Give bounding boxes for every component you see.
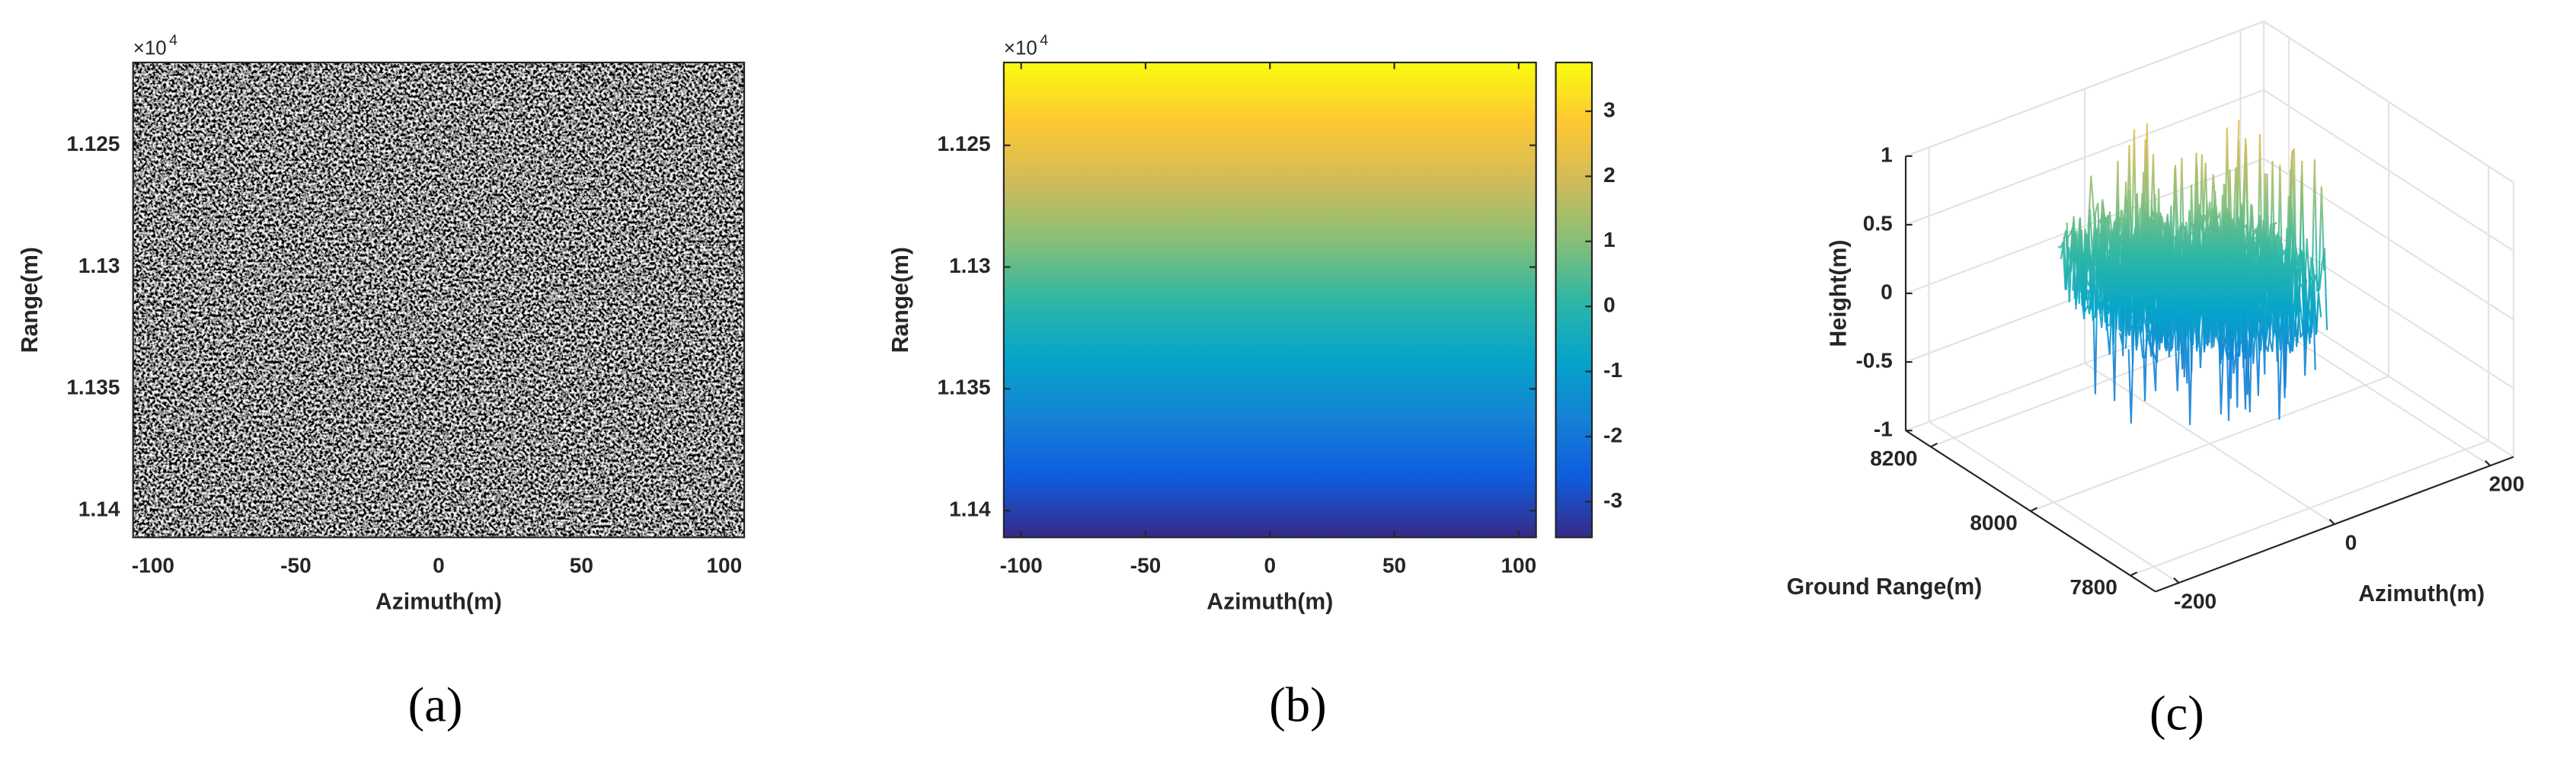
x-tick-label: -100 xyxy=(132,554,174,578)
x-tick-label: 50 xyxy=(1382,554,1406,578)
x-tick-label: 7800 xyxy=(2069,575,2117,599)
y-tick-label: 0 xyxy=(2345,530,2357,554)
colorbar-tick-label: 1 xyxy=(1603,228,1616,251)
x-tick xyxy=(2030,507,2038,512)
surface xyxy=(2057,120,2328,425)
y-tick xyxy=(2173,577,2180,584)
x-tick-label: -50 xyxy=(280,554,311,578)
y-tick-label: -200 xyxy=(2174,589,2216,613)
y-multiplier: ×10 xyxy=(1004,38,1037,59)
x-axis-label: Ground Range(m) xyxy=(1787,574,1983,600)
y-tick-label: 1.13 xyxy=(949,254,991,277)
y-axis-label: Range(m) xyxy=(18,247,43,353)
z-tick-label: -1 xyxy=(1874,418,1893,441)
z-tick-label: 0.5 xyxy=(1863,211,1893,235)
colorbar-tick-label: 0 xyxy=(1603,293,1616,317)
z-axis-label: Height(m) xyxy=(1827,240,1852,347)
x-tick-label: 8000 xyxy=(1970,510,2017,534)
y-axis-label: Azimuth(m) xyxy=(2358,581,2485,606)
x-tick-label: 0 xyxy=(1264,554,1276,578)
x-tick-label: -50 xyxy=(1130,554,1162,578)
y-tick-label: 1.14 xyxy=(78,498,120,521)
z-tick-label: 1 xyxy=(1881,142,1893,166)
z-tick-label: 0 xyxy=(1881,280,1893,303)
x-tick-label: 0 xyxy=(433,554,445,578)
caption: (b) xyxy=(1269,677,1326,732)
y-multiplier: ×10 xyxy=(133,38,167,59)
y-tick xyxy=(2485,459,2491,466)
colorbar-tick-label: 2 xyxy=(1603,163,1616,187)
y-tick-label: 1.14 xyxy=(949,498,991,521)
y-tick-label: 1.125 xyxy=(66,132,120,155)
speckle-image xyxy=(133,62,745,538)
y-multiplier-exponent: 4 xyxy=(169,32,177,49)
colorbar-tick-label: -2 xyxy=(1603,423,1622,446)
x-axis-label: Azimuth(m) xyxy=(376,590,502,615)
x-tick-label: 8200 xyxy=(1870,446,1917,470)
y-tick xyxy=(2328,518,2335,525)
x-tick xyxy=(1930,443,1938,448)
x-tick-label: 100 xyxy=(1501,554,1536,578)
colorbar xyxy=(1555,61,1593,539)
box-edge xyxy=(1905,430,2156,593)
y-tick-label: 1.13 xyxy=(78,254,120,277)
x-tick-label: 100 xyxy=(706,554,742,578)
grid-line xyxy=(2084,362,2335,525)
surface-texture xyxy=(2148,174,2322,420)
x-axis-label: Azimuth(m) xyxy=(1207,590,1333,615)
x-tick-label: -100 xyxy=(1000,554,1043,578)
caption: (c) xyxy=(2149,685,2204,740)
y-tick-label: 1.125 xyxy=(937,132,990,155)
y-tick-label: 200 xyxy=(2489,472,2525,495)
y-tick-label: 1.135 xyxy=(937,376,990,399)
x-tick-label: 50 xyxy=(570,554,593,578)
surface-texture xyxy=(2151,173,2325,398)
grid-line xyxy=(1929,421,2180,584)
box-edge xyxy=(2263,21,2514,184)
colorbar-tick-label: 3 xyxy=(1603,98,1616,121)
z-tick-label: -0.5 xyxy=(1855,349,1892,373)
caption: (a) xyxy=(408,677,463,732)
x-tick xyxy=(2130,571,2138,577)
surface-texture xyxy=(2154,159,2328,421)
heatmap-image xyxy=(1003,62,1536,538)
colorbar-tick-label: -1 xyxy=(1603,358,1622,382)
y-tick-label: 1.135 xyxy=(66,376,120,399)
y-multiplier-exponent: 4 xyxy=(1040,32,1048,49)
y-axis-label: Range(m) xyxy=(888,247,913,353)
box-edge xyxy=(1905,21,2264,157)
colorbar-tick-label: -3 xyxy=(1603,488,1622,512)
